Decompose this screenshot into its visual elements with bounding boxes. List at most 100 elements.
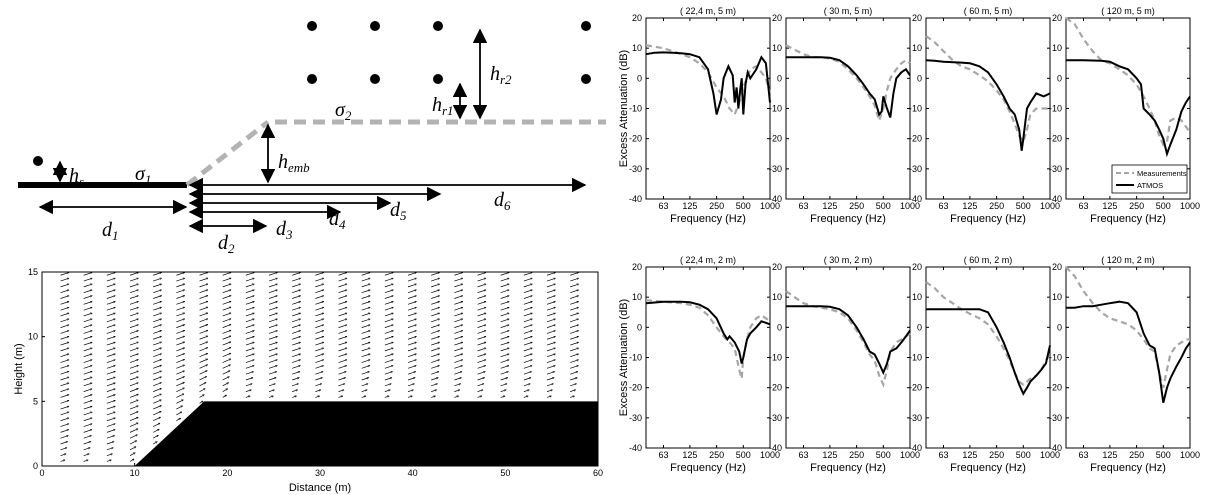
- embankment-slope: [185, 120, 270, 187]
- wind-vector: [292, 384, 298, 387]
- panel-x-tick-label: 1000: [1040, 201, 1060, 211]
- wind-vector: [454, 366, 462, 369]
- wind-vector: [106, 342, 116, 346]
- wind-vector: [176, 296, 185, 299]
- panel-y-tick-label: 0: [1057, 322, 1062, 332]
- wind-vector: [500, 325, 510, 328]
- wind-vector: [431, 348, 440, 352]
- wind-vector: [315, 384, 321, 387]
- wind-vector: [268, 319, 278, 323]
- wind-vector: [129, 417, 138, 422]
- wind-vector: [199, 290, 209, 294]
- wind-vector: [153, 290, 162, 294]
- attenuation-panel: ( 22,4 m, 2 m) -40 -30 -20 -10 0 10 20 63 125 250 5…: [618, 255, 780, 474]
- wind-vector: [222, 370, 230, 375]
- wind-vector: [268, 336, 278, 340]
- wind-vector: [523, 366, 532, 369]
- wind-vector: [292, 296, 301, 299]
- wind-vector: [106, 354, 116, 358]
- wind-vector: [60, 383, 70, 387]
- wind-vector: [83, 400, 93, 404]
- panel-x-tick-label: 63: [798, 450, 808, 460]
- panel-x-tick-label: 63: [1078, 201, 1088, 211]
- wind-vector: [500, 296, 510, 299]
- wind-vector: [129, 400, 138, 404]
- wind-vector: [523, 378, 531, 381]
- wind-vector: [454, 360, 463, 363]
- wind-vector: [153, 354, 161, 358]
- wind-vector: [199, 330, 208, 334]
- wind-vector: [222, 359, 231, 363]
- wind-vector: [407, 390, 414, 392]
- wind-vector: [384, 342, 394, 346]
- series-line-measurements: [785, 290, 911, 388]
- wind-vector: [454, 390, 460, 392]
- wind-vector: [361, 348, 371, 352]
- panel-x-tick-label: 1000: [900, 201, 920, 211]
- wind-vector: [407, 348, 417, 352]
- wind-vector: [407, 372, 416, 375]
- panel-y-tick-label: -20: [769, 134, 782, 144]
- wind-vector: [454, 284, 463, 288]
- wind-vector: [199, 296, 208, 299]
- panel-axes-frame: [785, 266, 911, 449]
- wind-vector: [454, 336, 463, 340]
- wind-vector: [222, 394, 227, 398]
- wind-vector: [222, 382, 229, 387]
- panel-y-tick-label: -10: [769, 104, 782, 114]
- wind-vector: [315, 278, 324, 282]
- wind-vector: [292, 354, 301, 358]
- wind-vector: [245, 331, 255, 334]
- wind-vector: [106, 430, 115, 433]
- wind-vector: [106, 412, 116, 416]
- wind-vector: [268, 354, 278, 358]
- wind-vector: [83, 395, 93, 398]
- wind-vector: [338, 290, 348, 294]
- wind-vector: [176, 272, 185, 276]
- wind-vector: [338, 390, 345, 392]
- panel-x-axis-label: Frequency (Hz): [1090, 213, 1166, 225]
- legend-label-measurements: Measurements: [1137, 169, 1187, 178]
- label-d2: d2: [218, 232, 235, 256]
- wind-vector: [523, 331, 533, 334]
- wind-vector: [338, 348, 348, 352]
- series-line-atmos: [645, 300, 771, 364]
- wind-vector: [338, 278, 348, 282]
- wind-vector: [268, 272, 278, 276]
- wind-vector: [338, 366, 347, 369]
- wind-vector: [83, 442, 91, 445]
- wind-vector: [523, 319, 533, 323]
- wind-vector: [106, 331, 116, 334]
- wind-vector: [384, 302, 394, 305]
- wind-vector: [500, 290, 510, 294]
- wind-vector: [153, 410, 161, 416]
- wind-vector: [338, 302, 348, 305]
- wind-vector: [129, 296, 139, 299]
- series-line-measurements: [645, 44, 772, 117]
- panel-x-axis-label: Frequency (Hz): [670, 213, 746, 225]
- wind-vector: [384, 372, 393, 375]
- wind-vector: [315, 366, 323, 369]
- quiver-y-tick-label: 0: [33, 461, 38, 471]
- panel-y-tick-label: -40: [909, 443, 922, 453]
- series-line-atmos: [926, 308, 1051, 396]
- panel-y-tick-label: -10: [1049, 104, 1062, 114]
- wind-vector: [153, 406, 161, 410]
- wind-vector: [570, 284, 579, 288]
- wind-vector: [153, 342, 161, 346]
- wind-vector: [60, 325, 70, 328]
- wind-vector: [431, 390, 437, 392]
- wind-vector: [454, 378, 461, 381]
- label-sigma1: σ1: [135, 163, 151, 187]
- wind-vector: [338, 307, 348, 311]
- wind-vector: [546, 390, 553, 392]
- panel-x-axis-label: Frequency (Hz): [810, 462, 886, 474]
- wind-vector: [83, 383, 93, 387]
- wind-vector: [315, 360, 324, 363]
- quiver-x-tick-label: 50: [500, 468, 510, 478]
- receiver-dot: [433, 21, 443, 31]
- wind-vector: [477, 307, 487, 311]
- wind-vector: [546, 396, 551, 398]
- panel-x-axis-label: Frequency (Hz): [1090, 462, 1166, 474]
- wind-vector: [245, 319, 255, 323]
